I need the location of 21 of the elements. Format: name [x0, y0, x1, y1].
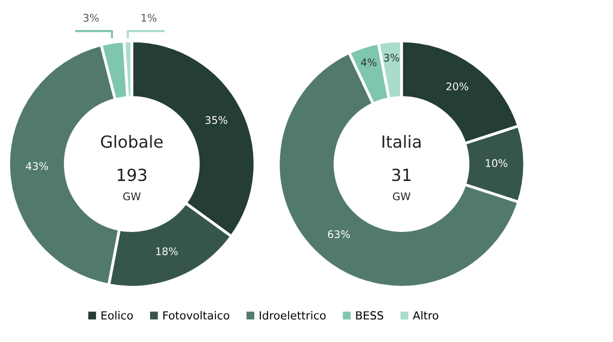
data-label: 3% — [384, 54, 400, 62]
data-label: 3% — [84, 14, 99, 22]
legend-label: Eolico — [102, 310, 133, 320]
data-label: 4% — [361, 58, 376, 66]
data-label: 18% — [156, 247, 178, 256]
text: GW — [123, 192, 141, 200]
data-label: 35% — [206, 116, 228, 124]
legend-label: Idroelettrico — [260, 310, 326, 320]
data-label: 20% — [446, 82, 468, 90]
data-label: 63% — [328, 230, 350, 238]
data-label: 1% — [142, 14, 156, 22]
data-label: 10% — [486, 159, 508, 168]
legend-label: Fotovoltaico — [163, 310, 230, 320]
legend-label: Altro — [412, 310, 438, 320]
text: Italia — [382, 135, 421, 148]
text: 31 — [392, 168, 411, 182]
text: GW — [392, 192, 410, 200]
legend-label: BESS — [356, 311, 384, 320]
text: Globale — [101, 135, 163, 148]
text: 193 — [118, 168, 146, 182]
data-label: 43% — [26, 162, 48, 170]
